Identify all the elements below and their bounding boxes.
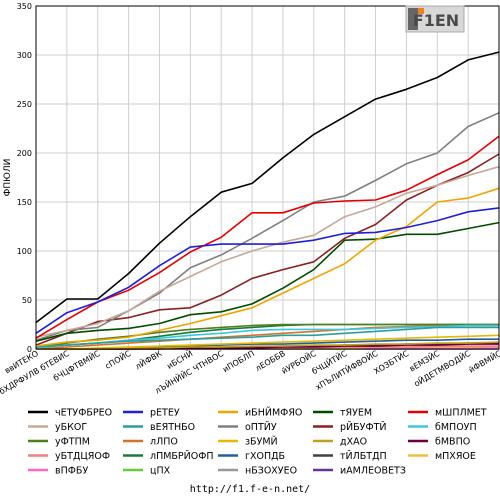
series-line-рЙБУФТЙ	[35, 153, 500, 346]
legend: чЕТУФБРЕО рЕТЕУ иБНЙМФЯО тЯУЕМ мШПЛМЕТ уБКОГ в…	[28, 407, 487, 477]
series-line-рЕТЕУ	[35, 207, 500, 334]
grid-lines	[35, 5, 500, 350]
legend-label: уФТПМ	[55, 437, 90, 448]
y-tick-label: 200	[17, 149, 32, 158]
legend-label: зБУМЙ	[245, 436, 278, 448]
legend-item: цПХ	[123, 466, 171, 477]
logo-text: F1EN	[413, 11, 459, 30]
legend-label: уБТДЦЯОФ	[55, 451, 110, 462]
y-tick-label: 50	[22, 296, 32, 305]
series-line-тЯУЕМ	[35, 221, 500, 342]
plot-frame	[35, 5, 500, 350]
series-line-лЛПО	[35, 324, 499, 350]
legend-label: бМПОУП	[435, 422, 477, 433]
x-tick-label: лЙФВК	[133, 347, 164, 371]
legend-item: гХОПДБ	[218, 451, 285, 462]
y-tick-label: 300	[17, 51, 32, 60]
legend-item: чЕТУФБРЕО	[28, 408, 112, 419]
legend-label: оПТЙУ	[245, 421, 277, 433]
legend-item: иАМЛЕОВЕТЗ	[313, 466, 406, 477]
legend-label: лПМБРЙОФП	[150, 450, 214, 462]
series-line-оПТЙУ	[35, 112, 500, 341]
legend-label: рЕТЕУ	[150, 408, 180, 419]
logo: F1EN	[405, 5, 465, 33]
series-line-мШПЛМЕТ	[35, 135, 500, 339]
legend-item: лЛПО	[123, 437, 178, 448]
legend-item: оПТЙУ	[218, 421, 277, 433]
x-tick-label: йФВМЙС	[466, 347, 500, 375]
legend-label: гХОПДБ	[245, 451, 285, 462]
x-tick-label: ХОЗБТЙС	[371, 347, 411, 376]
legend-label: цПХ	[150, 466, 171, 477]
series-line-уБКОГ	[35, 165, 500, 338]
y-tick-labels: 0 50 100 150 200 250 300 350	[17, 2, 32, 354]
source-url: http://f1.f-e-n.net/	[190, 484, 310, 495]
legend-item: уФТПМ	[28, 437, 90, 448]
legend-item: мПХЯОЕ	[408, 451, 476, 462]
legend-item: бМПОУП	[408, 422, 477, 433]
legend-item: вПФБУ	[28, 466, 88, 477]
y-tick-label: 0	[27, 345, 32, 354]
series-line-чЕТУФБРЕО	[35, 51, 500, 324]
y-tick-label: 350	[17, 2, 32, 11]
legend-item: иБНЙМФЯО	[218, 407, 302, 419]
legend-label: рЙБУФТЙ	[340, 421, 387, 433]
legend-label: иАМЛЕОВЕТЗ	[340, 466, 406, 477]
x-tick-label: сПОЙС	[103, 347, 133, 371]
y-tick-label: 250	[17, 100, 32, 109]
legend-label: уБКОГ	[55, 422, 87, 433]
legend-item: уБКОГ	[28, 422, 87, 433]
legend-item: вЕЯТНБО	[123, 422, 195, 433]
series-line-вЕЯТНБО	[35, 326, 499, 348]
legend-label: чЕТУФБРЕО	[55, 408, 112, 419]
legend-label: мПХЯОЕ	[435, 451, 476, 462]
y-axis-label: ФПЮЛИ	[3, 159, 13, 197]
series-lines	[35, 51, 500, 350]
legend-label: тЙЛБТДП	[340, 450, 387, 462]
legend-item: нБЗОХУЕО	[218, 466, 297, 477]
legend-item: тЙЛБТДП	[313, 450, 387, 462]
legend-label: вЕЯТНБО	[150, 422, 195, 433]
legend-item: уБТДЦЯОФ	[28, 451, 110, 462]
series-line-иБНЙМФЯО	[35, 187, 500, 347]
legend-label: бМВПО	[435, 437, 470, 448]
legend-label: вПФБУ	[55, 466, 88, 477]
legend-item: рЕТЕУ	[123, 408, 180, 419]
legend-item: бМВПО	[408, 437, 470, 448]
y-tick-label: 100	[17, 247, 32, 256]
legend-item: зБУМЙ	[218, 436, 278, 448]
x-tick-label: иПОБЛП	[221, 349, 256, 374]
legend-label: тЯУЕМ	[340, 408, 372, 419]
legend-item: лПМБРЙОФП	[123, 450, 214, 462]
legend-item: мШПЛМЕТ	[408, 408, 487, 419]
y-tick-label: 150	[17, 198, 32, 207]
legend-label: дХАО	[340, 437, 367, 448]
legend-label: нБЗОХУЕО	[245, 466, 297, 477]
legend-item: дХАО	[313, 437, 367, 448]
legend-item: рЙБУФТЙ	[313, 421, 387, 433]
series-line-уФТПМ	[35, 323, 499, 348]
legend-label: мШПЛМЕТ	[435, 408, 487, 419]
legend-label: лЛПО	[150, 437, 178, 448]
legend-item: тЯУЕМ	[313, 408, 372, 419]
series-line-зБУМЙ	[36, 334, 500, 350]
legend-label: иБНЙМФЯО	[245, 407, 302, 419]
